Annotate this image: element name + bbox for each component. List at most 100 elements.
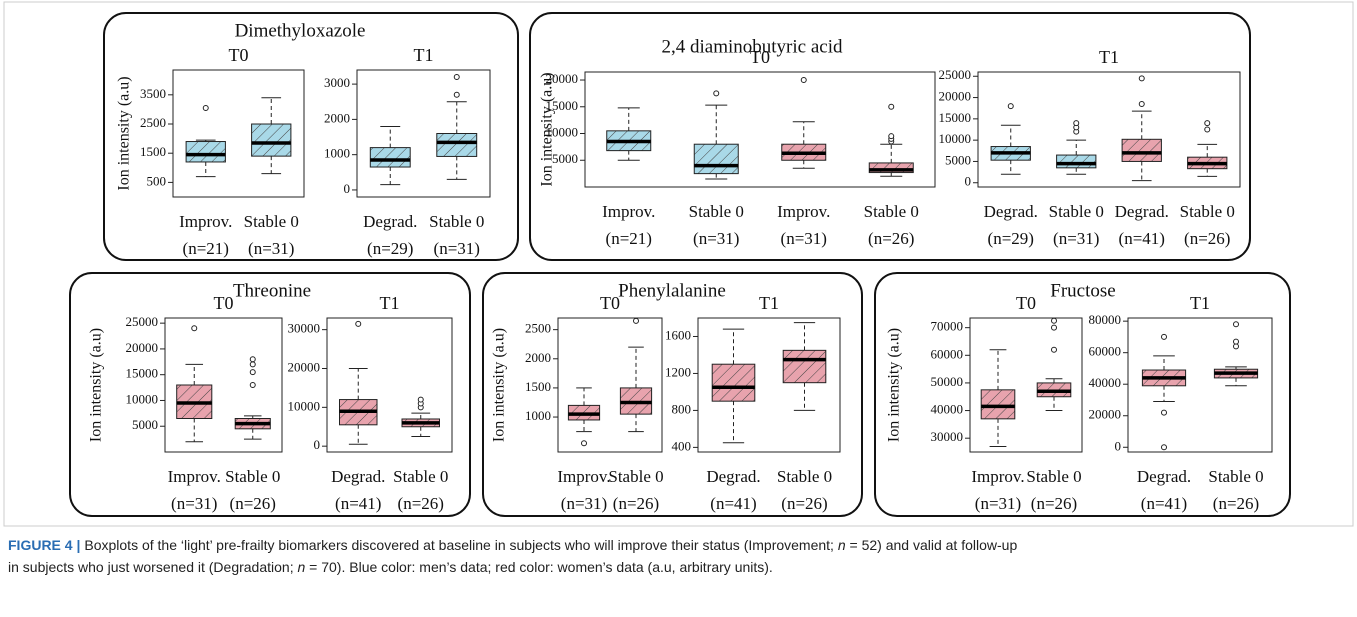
x-tick-label: Improv.	[602, 202, 655, 221]
x-tick-note: (n=29)	[367, 239, 413, 258]
y-tick-label: 2500	[140, 115, 166, 130]
y-axis-label: Ion intensity (a.u)	[539, 72, 556, 186]
x-tick-note: (n=26)	[613, 494, 659, 513]
y-axis-label: Ion intensity (a.u)	[491, 328, 508, 442]
y-tick-label: 50000	[931, 374, 964, 389]
x-tick-label: Improv.	[777, 202, 830, 221]
chart-title: T1	[1190, 293, 1210, 313]
panel	[874, 272, 1291, 517]
y-tick-label: 25000	[939, 67, 972, 82]
plot-frame	[326, 317, 453, 453]
flier	[713, 90, 720, 97]
y-tick-label: 15000	[126, 366, 159, 381]
x-tick-label: Degrad.	[706, 467, 760, 486]
x-tick-note: (n=41)	[710, 494, 756, 513]
plot-frame	[1127, 317, 1273, 453]
x-tick-label: Degrad.	[984, 202, 1038, 221]
x-tick-note: (n=31)	[561, 494, 607, 513]
y-tick-label: 2500	[525, 321, 551, 336]
y-tick-label: 15000	[939, 110, 972, 125]
x-tick-note: (n=26)	[1184, 229, 1230, 248]
y-tick-label: 60000	[1089, 344, 1122, 359]
x-tick-note: (n=31)	[248, 239, 294, 258]
plot-frame	[697, 317, 841, 453]
caption-text: n	[838, 537, 846, 553]
caption-line: FIGURE 4 | Boxplots of the ‘light’ pre-fr…	[8, 537, 1017, 553]
x-tick-label: Stable 0	[225, 467, 280, 486]
x-tick-note: (n=31)	[975, 494, 1021, 513]
caption-text: = 70). Blue color: men’s data; red color…	[305, 559, 773, 575]
flier	[1161, 333, 1167, 340]
y-tick-label: 0	[344, 181, 351, 196]
x-tick-label: Degrad.	[1115, 202, 1169, 221]
y-tick-label: 1200	[665, 364, 691, 379]
box	[782, 349, 827, 384]
y-tick-label: 2000	[324, 110, 350, 125]
chart-title: T0	[750, 47, 770, 67]
box	[980, 389, 1016, 420]
x-tick-label: Stable 0	[393, 467, 448, 486]
flier	[1051, 324, 1057, 331]
y-tick-label: 30000	[931, 429, 964, 444]
box	[436, 133, 478, 157]
x-tick-label: Stable 0	[429, 212, 484, 231]
y-tick-label: 5000	[945, 152, 971, 167]
x-tick-label: Degrad.	[331, 467, 385, 486]
y-tick-label: 60000	[931, 346, 964, 361]
plot-frame	[557, 317, 663, 453]
x-tick-label: Stable 0	[777, 467, 832, 486]
x-tick-note: (n=41)	[335, 494, 381, 513]
plot-frame	[356, 69, 491, 198]
flier	[1138, 100, 1145, 107]
chart-title: T1	[1099, 47, 1119, 67]
flier	[1073, 120, 1080, 127]
panel-title: Threonine	[233, 280, 311, 301]
y-tick-label: 1600	[665, 327, 691, 342]
y-axis-label: Ion intensity (a.u)	[886, 328, 903, 442]
figure-frame	[3, 1, 1354, 527]
x-tick-label: Improv.	[168, 467, 221, 486]
flier	[1204, 126, 1211, 133]
box	[251, 123, 292, 157]
chart-title: T0	[1016, 293, 1036, 313]
flier	[453, 74, 460, 81]
x-tick-label: Stable 0	[1026, 467, 1081, 486]
flier	[1051, 317, 1057, 324]
flier	[1051, 346, 1057, 353]
y-tick-label: 400	[672, 438, 692, 453]
flier	[202, 104, 209, 111]
flier	[249, 369, 256, 376]
chart-title: T0	[229, 45, 249, 65]
x-tick-note: (n=41)	[1141, 494, 1187, 513]
chart-title: T1	[414, 45, 434, 65]
y-tick-label: 1000	[525, 408, 551, 423]
y-tick-label: 40000	[931, 402, 964, 417]
plot-frame	[584, 71, 936, 188]
y-tick-label: 0	[314, 437, 321, 452]
panel-title: Fructose	[1050, 280, 1115, 301]
flier	[888, 133, 895, 140]
y-tick-label: 20000	[1089, 407, 1122, 422]
flier	[453, 91, 460, 98]
y-tick-label: 30000	[288, 321, 321, 336]
flier	[581, 440, 587, 447]
flier	[1161, 444, 1167, 451]
x-tick-label: Stable 0	[1049, 202, 1104, 221]
y-tick-label: 20000	[546, 71, 579, 86]
x-tick-label: Improv.	[179, 212, 232, 231]
x-tick-label: Stable 0	[1208, 467, 1263, 486]
flier	[800, 77, 807, 84]
caption-text: = 52) and valid at follow-up	[846, 537, 1018, 553]
box	[693, 143, 739, 175]
y-tick-label: 1000	[324, 146, 350, 161]
flier	[1007, 103, 1014, 110]
x-tick-label: Degrad.	[363, 212, 417, 231]
box	[868, 162, 914, 174]
x-tick-note: (n=26)	[1213, 494, 1259, 513]
y-tick-label: 0	[965, 174, 972, 189]
plot-frame	[164, 317, 283, 453]
flier	[355, 320, 362, 327]
caption-line: in subjects who just worsened it (Degrad…	[8, 559, 773, 575]
x-tick-note: (n=21)	[606, 229, 652, 248]
panel	[103, 12, 519, 261]
